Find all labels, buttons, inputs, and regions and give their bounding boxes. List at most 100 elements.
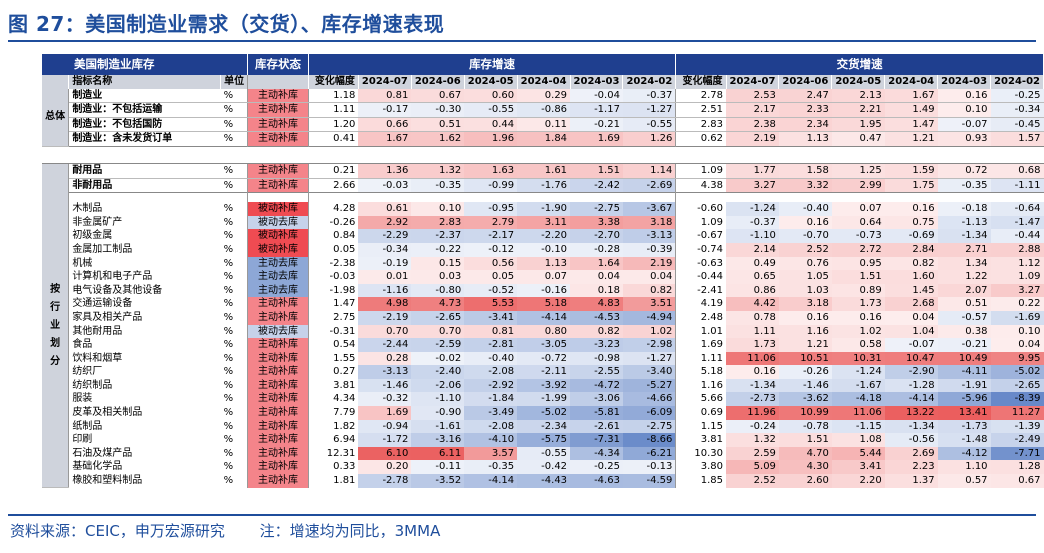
inv-growth-value: -1.17 (570, 102, 623, 118)
del-growth-value: 2.19 (726, 131, 779, 147)
inv-growth-value: 1.69 (358, 406, 412, 420)
inv-growth-value: 3.38 (570, 215, 623, 230)
inv-growth-value: -0.10 (517, 242, 571, 257)
del-growth-value: 1.45 (884, 283, 938, 298)
del-growth-value: -7.71 (990, 446, 1044, 461)
row-unit: % (220, 178, 249, 193)
del-growth-value: 11.96 (726, 406, 779, 420)
row-name: 纺织制品 (72, 379, 113, 391)
inv-growth-value: -2.17 (464, 229, 518, 243)
row-name: 制造业 (68, 88, 221, 104)
inv-growth-value: -0.04 (570, 88, 623, 104)
row-unit: % (220, 310, 249, 325)
del-growth-value: 1.59 (884, 163, 938, 179)
state-badge: 主动补库 (247, 433, 309, 447)
inv-growth-value: 0.04 (570, 270, 623, 284)
inv-growth-value: 0.60 (464, 88, 518, 104)
del-growth-value: -5.96 (937, 392, 991, 407)
state-badge: 主动补库 (247, 297, 309, 311)
inv-growth-value: -2.98 (622, 338, 677, 352)
inv-growth-value: -0.95 (464, 202, 518, 216)
del-growth-value: 1.16 (778, 324, 832, 339)
row-name: 石油及煤产品 (72, 447, 133, 459)
inv-change-value: 2.75 (333, 311, 356, 323)
del-growth-value: 1.21 (778, 338, 832, 352)
inv-growth-value: -1.84 (464, 392, 518, 407)
inv-growth-value: -2.59 (411, 338, 465, 352)
state-badge: 主动补库 (247, 310, 309, 325)
del-growth-value: -0.21 (937, 338, 991, 352)
inv-growth-value: 1.36 (358, 163, 412, 179)
inv-growth-value: 0.10 (411, 202, 465, 216)
inv-change-value: 0.21 (308, 163, 359, 179)
inv-growth-value: 1.64 (570, 256, 623, 271)
inv-growth-value: -4.53 (570, 310, 623, 325)
del-growth-value: 2.14 (726, 242, 779, 257)
del-growth-value: -0.35 (937, 178, 991, 193)
del-change-value: 1.11 (700, 352, 724, 364)
inv-change-value: 1.11 (308, 102, 359, 118)
del-growth-value: 1.57 (990, 131, 1044, 147)
inv-growth-value: 0.20 (358, 460, 412, 475)
state-badge: 被动去库 (247, 215, 309, 230)
del-growth-value: 11.06 (726, 351, 779, 366)
del-growth-value: 1.03 (778, 283, 832, 298)
del-month-header: 2024-05 (831, 75, 886, 89)
del-growth-value: 0.38 (937, 324, 991, 339)
inv-growth-value: -8.66 (622, 433, 677, 447)
inv-growth-value: -0.22 (411, 242, 465, 257)
inv-growth-value: 0.66 (358, 117, 412, 133)
inv-growth-value: -0.94 (358, 419, 412, 434)
del-change-value: 1.01 (700, 325, 724, 337)
table-row: 总体 制造业% 主动补库 1.18 0.81 0.67 0.60 0.29 -0.04 -0.37… (42, 88, 1044, 147)
inv-growth-value: 0.81 (464, 324, 518, 339)
group-label-industry-text: 按行业划分 (50, 283, 61, 367)
inv-month-header: 2024-04 (517, 75, 571, 89)
table-row: 制造业：含未发货订单% 主动补库 0.41 1.67 1.62 1.96 1.84 1.69 1… (42, 131, 1044, 147)
del-growth-value: 2.34 (778, 117, 832, 133)
inv-growth-value: 3.11 (517, 215, 571, 230)
state-badge: 主动补库 (247, 88, 309, 104)
inv-month-header: 2024-03 (570, 75, 624, 89)
row-unit: % (220, 256, 249, 271)
del-month-header: 2024-07 (726, 75, 780, 89)
del-growth-value: 0.16 (884, 202, 938, 216)
del-growth-value: 2.23 (884, 460, 938, 475)
table-row: 皮革及相关制品% 主动补库 7.79 1.69 -0.90 -3.49 -5.02 -5.81… (42, 406, 1044, 420)
del-growth-value: -0.25 (990, 88, 1044, 104)
inv-growth-value: 0.04 (622, 270, 677, 284)
row-name: 基础化学品 (72, 461, 123, 473)
inv-growth-value: -0.28 (570, 242, 623, 257)
inv-growth-value: -2.55 (570, 365, 623, 379)
del-growth-value: 1.10 (937, 460, 991, 475)
del-growth-value: -0.78 (778, 419, 832, 434)
inv-growth-value: 0.82 (622, 283, 677, 298)
inv-growth-value: -0.86 (517, 102, 571, 118)
inv-growth-value: -2.19 (358, 310, 412, 325)
row-unit: % (220, 229, 249, 243)
inv-change-value: 12.31 (326, 447, 356, 459)
inv-change-value: 4.28 (333, 203, 356, 215)
del-growth-value: 1.25 (831, 163, 885, 179)
del-growth-value: 1.02 (831, 324, 885, 339)
inv-growth-value: -0.39 (622, 242, 677, 257)
del-growth-value: 9.95 (990, 351, 1044, 366)
group-label-industry: 按行业划分 (42, 163, 70, 489)
inv-change-value: -2.38 (329, 257, 356, 269)
row-name: 纺织厂 (72, 366, 103, 378)
del-growth-value: 1.08 (831, 433, 885, 447)
spacer-row (42, 192, 1044, 203)
del-growth-value: 2.13 (831, 88, 885, 104)
table-row: 初级金属% 被动补库 0.84 -2.29 -2.37 -2.17 -2.20 -2.70 -3… (42, 229, 1044, 243)
inv-growth-value: -3.67 (622, 202, 677, 216)
row-unit: % (220, 378, 249, 393)
inv-growth-value: 4.98 (358, 297, 412, 311)
footer: 资料来源：CEIC，申万宏源研究 注：增速均为同比，3MMA (10, 520, 470, 541)
col-unit-header: 单位 (220, 75, 249, 89)
state-badge: 主动补库 (247, 117, 309, 133)
inv-growth-value: -3.41 (464, 310, 518, 325)
del-change-value: -0.60 (697, 203, 724, 215)
inv-growth-value: -5.81 (570, 406, 623, 420)
inv-growth-value: -0.72 (517, 351, 571, 366)
state-badge: 被动去库 (247, 324, 309, 339)
